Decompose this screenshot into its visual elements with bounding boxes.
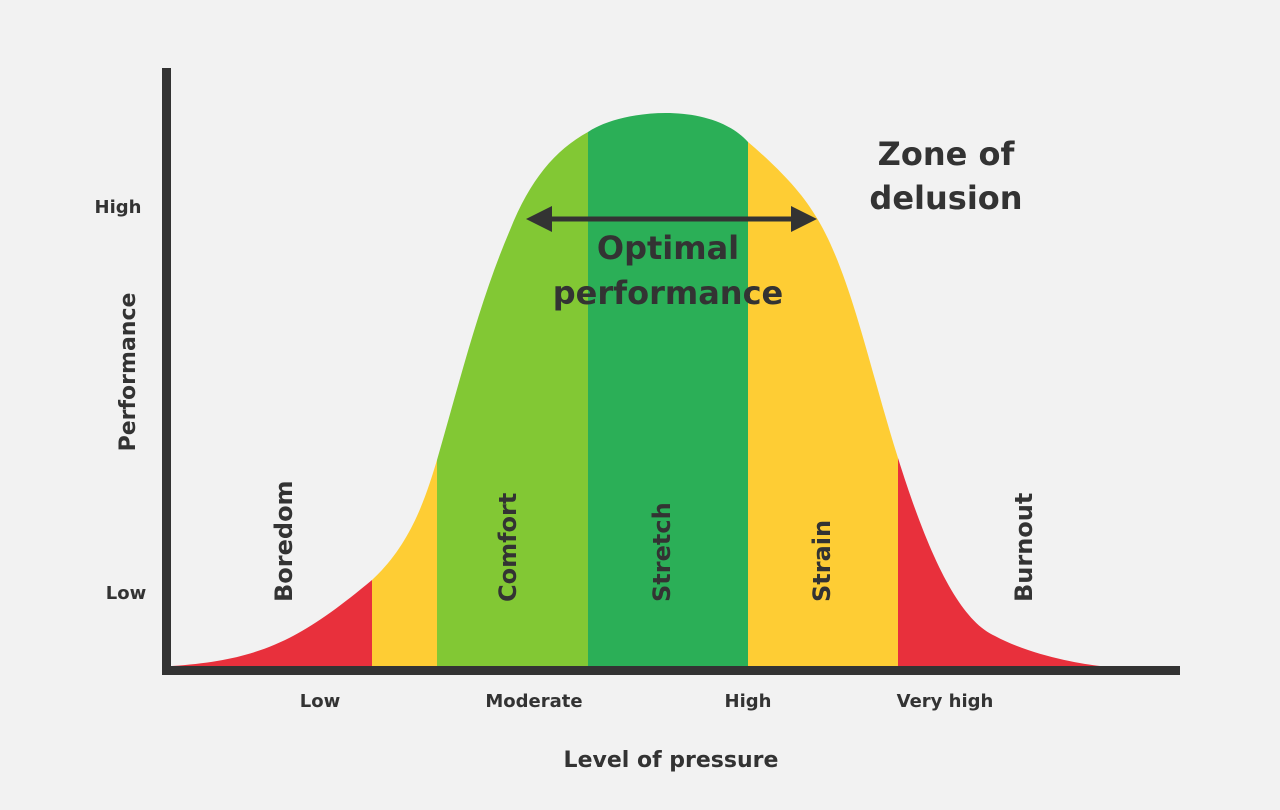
x-axis-title: Level of pressure [564, 748, 779, 773]
zone-label-strain: Strain [808, 520, 836, 602]
x-tick-low: Low [300, 691, 340, 712]
arrow-head-left [526, 206, 552, 232]
x-axis-line [162, 666, 1180, 675]
zone-of-delusion-line2: delusion [869, 179, 1022, 217]
zone-bands [172, 113, 1100, 666]
zone-band-transition [372, 113, 437, 666]
y-tick-high: High [95, 197, 142, 218]
y-tick-low: Low [106, 583, 146, 604]
arrow-head-right [791, 206, 817, 232]
zone-label-comfort: Comfort [494, 493, 522, 602]
optimal-range-arrow [526, 206, 817, 232]
optimal-performance-line1: Optimal [597, 229, 739, 267]
x-tick-high: High [725, 691, 772, 712]
zone-label-stretch: Stretch [648, 502, 676, 602]
x-tick-moderate: Moderate [485, 691, 582, 712]
zone-label-boredom: Boredom [270, 480, 298, 602]
zone-band-stretch [588, 113, 748, 666]
y-axis-line [162, 68, 171, 675]
zone-label-burnout: Burnout [1010, 493, 1038, 602]
optimal-performance-line2: performance [553, 274, 783, 312]
zone-band-burnout [898, 113, 1100, 666]
x-tick-very-high: Very high [897, 691, 994, 712]
zone-of-delusion-line1: Zone of [878, 135, 1016, 173]
zone-band-boredom [172, 113, 372, 666]
y-axis-title: Performance [116, 293, 141, 452]
